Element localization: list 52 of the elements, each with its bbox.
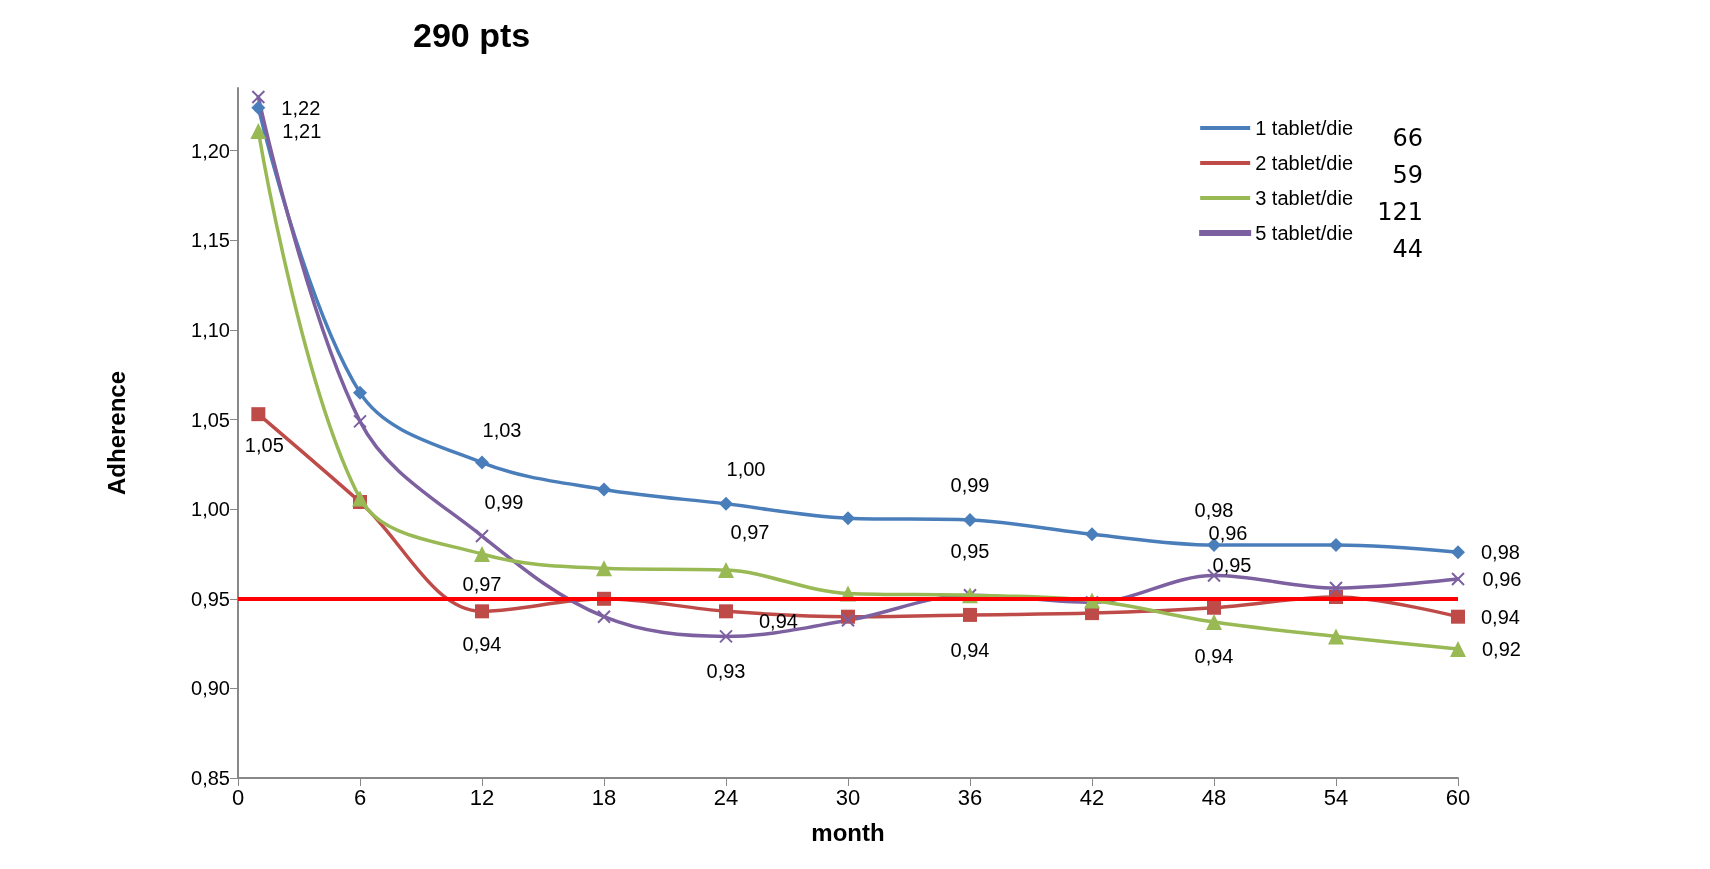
x-tick-label: 54 bbox=[1323, 784, 1349, 810]
data-label: 0,95 bbox=[1212, 553, 1252, 576]
y-tick-label: 1,20 bbox=[191, 139, 230, 162]
annotation: 59 bbox=[1392, 161, 1424, 189]
y-tick-label: 1,00 bbox=[191, 498, 230, 521]
x-tick-label: 36 bbox=[957, 784, 983, 810]
data-label: 0,98 bbox=[1481, 541, 1520, 564]
x-tick-label: 48 bbox=[1201, 784, 1227, 810]
x-tick-label: 30 bbox=[835, 784, 861, 810]
data-label: 0,94 bbox=[950, 638, 990, 661]
x-tick-label: 6 bbox=[353, 784, 367, 810]
data-label: 0,94 bbox=[759, 610, 798, 633]
x-tick-label: 24 bbox=[713, 784, 739, 810]
y-tick-label: 0,95 bbox=[191, 587, 230, 610]
data-label: 0,99 bbox=[484, 490, 524, 513]
data-label: 0,96 bbox=[1208, 521, 1248, 544]
x-tick-label: 42 bbox=[1079, 784, 1105, 810]
data-label: 0,97 bbox=[462, 572, 502, 595]
data-label: 1,22 bbox=[281, 96, 321, 119]
annotation: 66 bbox=[1392, 124, 1424, 152]
data-label: 0,94 bbox=[462, 633, 502, 656]
y-tick-label: 0,90 bbox=[191, 677, 230, 700]
y-tick-label: 0,85 bbox=[191, 767, 230, 789]
x-tick-label: 0 bbox=[231, 784, 245, 810]
y-tick-label: 1,15 bbox=[191, 229, 230, 252]
x-tick-label: 60 bbox=[1445, 784, 1471, 810]
legend-label: 2 tablet/die bbox=[1255, 152, 1354, 174]
x-tick-label: 12 bbox=[469, 784, 495, 810]
x-axis-title: month bbox=[811, 818, 885, 846]
data-label: 1,00 bbox=[726, 457, 766, 480]
y-axis-title: Adherence bbox=[102, 370, 130, 496]
y-tick-label: 1,10 bbox=[191, 318, 230, 341]
data-label: 0,94 bbox=[1481, 605, 1520, 628]
legend-label: 5 tablet/die bbox=[1255, 222, 1354, 244]
data-label: 0,97 bbox=[730, 521, 770, 544]
data-label: 1,03 bbox=[482, 418, 522, 441]
data-label: 0,95 bbox=[950, 540, 990, 563]
annotation: 121 bbox=[1377, 198, 1423, 226]
data-label: 1,21 bbox=[282, 120, 322, 143]
data-label: 0,98 bbox=[1194, 499, 1234, 522]
data-label: 0,96 bbox=[1482, 568, 1522, 591]
data-label: 1,05 bbox=[244, 434, 284, 457]
data-label: 0,94 bbox=[1194, 645, 1234, 668]
chart-title: 290 pts bbox=[413, 16, 531, 54]
data-label: 0,99 bbox=[950, 473, 990, 496]
x-tick-label: 18 bbox=[591, 784, 617, 810]
legend-label: 3 tablet/die bbox=[1255, 187, 1354, 209]
data-label: 0,92 bbox=[1482, 637, 1521, 660]
y-tick-label: 1,05 bbox=[191, 408, 230, 431]
annotation: 44 bbox=[1392, 235, 1424, 263]
legend-label: 1 tablet/die bbox=[1255, 117, 1354, 139]
data-label: 0,93 bbox=[706, 659, 746, 682]
